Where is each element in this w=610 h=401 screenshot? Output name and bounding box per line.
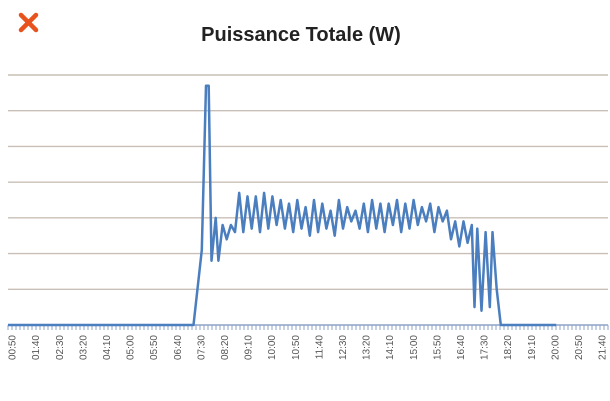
x-tick-label: 16:40	[456, 335, 467, 360]
x-tick-label: 01:40	[31, 335, 42, 360]
x-tick-labels: 00:50 01:40 02:30 03:20 04:10 05:00 05:50 06:40…	[8, 335, 609, 360]
x-tick-label: 15:00	[409, 335, 420, 360]
x-tick-label: 11:40	[314, 335, 325, 360]
x-tick-label: 05:50	[149, 335, 160, 360]
x-tick-label: 03:20	[78, 335, 89, 360]
series-line	[8, 84, 557, 327]
close-icon[interactable]	[18, 12, 39, 33]
x-tick-label: 19:10	[527, 335, 538, 360]
x-tick-label: 14:10	[385, 335, 396, 360]
x-tick-label: 07:30	[196, 335, 207, 360]
x-tick-label: 02:30	[55, 335, 66, 360]
close-icon-stroke-b	[18, 12, 39, 33]
x-tick-label: 15:50	[432, 335, 443, 360]
gridlines	[8, 74, 608, 290]
x-tick-label: 10:00	[267, 335, 278, 360]
x-tick-label: 05:00	[126, 335, 137, 360]
chart-title: Puissance Totale (W)	[201, 24, 401, 46]
x-tick-label: 20:50	[574, 335, 585, 360]
plot-area	[8, 84, 557, 327]
x-tick-label: 10:50	[291, 335, 302, 360]
x-tick-label: 09:10	[244, 335, 255, 360]
x-tick-label: 06:40	[173, 335, 184, 360]
x-tick-label: 13:20	[362, 335, 373, 360]
x-tick-label: 00:50	[8, 335, 19, 360]
x-tick-label: 04:10	[102, 335, 113, 360]
x-tick-label: 17:30	[480, 335, 491, 360]
x-tick-label: 21:40	[598, 335, 609, 360]
x-tick-label: 20:00	[550, 335, 561, 360]
x-tick-label: 08:20	[220, 335, 231, 360]
x-tick-label: 12:30	[338, 335, 349, 360]
x-tick-label: 18:20	[503, 335, 514, 360]
